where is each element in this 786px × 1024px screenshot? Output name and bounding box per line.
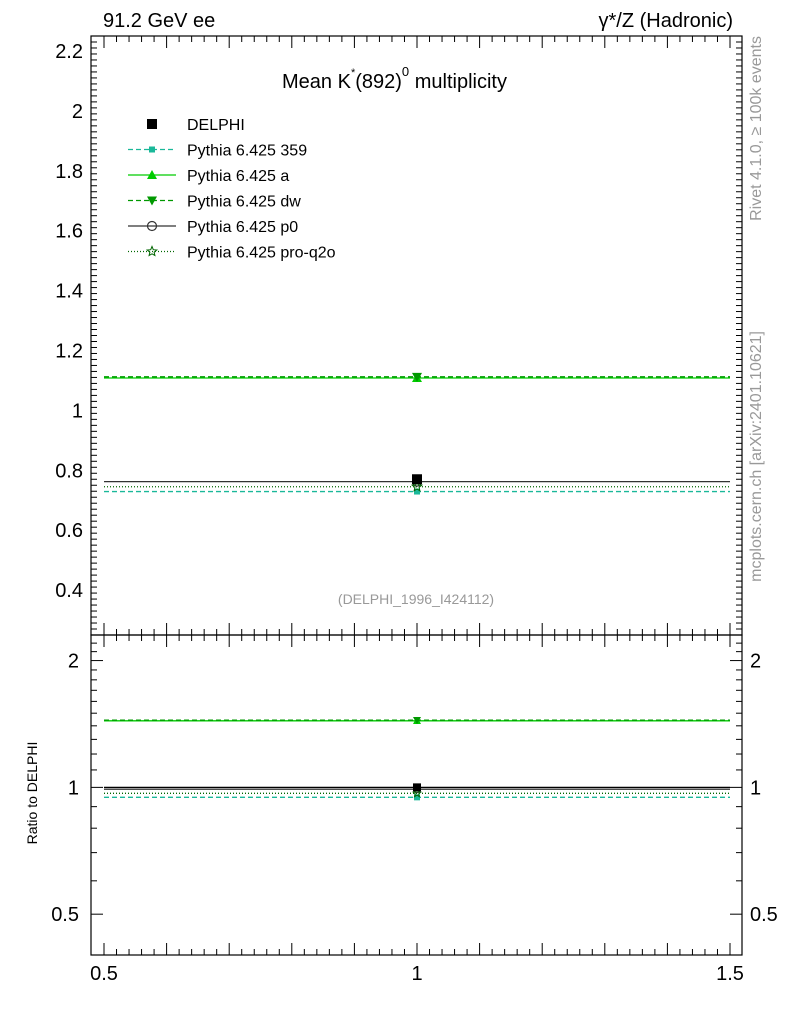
ratio-point-pythia-6-425-359	[414, 794, 420, 801]
ratio-tick-label-right: 1	[750, 777, 761, 799]
chart-title: Mean K*(892)0 multiplicity	[282, 64, 507, 93]
x-tick-label: 1.5	[716, 963, 744, 985]
y-tick-label: 0.6	[55, 520, 83, 542]
ratio-point-delphi	[413, 783, 421, 792]
data-point-pythia-6-425-dw	[412, 372, 422, 382]
legend-label-pythia-6-425-a: Pythia 6.425 a	[187, 168, 289, 185]
y-tick-label: 0.8	[55, 460, 83, 482]
ratio-point-pythia-6-425-dw	[413, 716, 421, 725]
series-group	[104, 372, 730, 495]
y-tick-label: 1.8	[55, 161, 83, 183]
data-point-pythia-6-425-359	[414, 488, 420, 495]
ratio-tick-label: 1	[68, 777, 79, 799]
y-tick-label: 1.4	[55, 281, 83, 303]
axes: 0.4 0.6 0.8 1 1.2 1.4 1.6 1.8 2 2.2 0.5 1 1.5 0.5 0.5 1…	[51, 35, 778, 985]
legend-marker-pythia-6-425-pro-q2o	[145, 245, 159, 257]
y-tick-label: 2	[72, 101, 83, 123]
legend-marker-pythia-6-425-dw	[147, 196, 157, 206]
ratio-tick-label: 0.5	[51, 904, 79, 926]
legend-marker-pythia-6-425-a	[147, 170, 157, 179]
mcplots-label: mcplots.cern.ch [arXiv:2401.10621]	[748, 331, 765, 582]
analysis-watermark: (DELPHI_1996_I424112)	[338, 591, 494, 607]
legend-label-pythia-6-425-pro-q2o: Pythia 6.425 pro-q2o	[187, 245, 336, 262]
header-left: 91.2 GeV ee	[103, 10, 215, 32]
ratio-tick-label-right: 0.5	[750, 904, 778, 926]
y-tick-label: 2.2	[55, 41, 83, 63]
ratio-point-pythia-6-425-pro-q2o	[411, 788, 423, 798]
data-point-delphi	[412, 474, 422, 485]
legend: DELPHI Pythia 6.425 359 Pythia 6.425 a Pyth…	[128, 117, 336, 262]
y-tick-label: 1	[72, 400, 83, 422]
y-tick-label: 1.6	[55, 221, 83, 243]
header-right: γ*/Z (Hadronic)	[599, 10, 733, 32]
x-tick-label: 0.5	[90, 963, 118, 985]
legend-marker-delphi	[147, 119, 157, 129]
ratio-tick-label: 2	[68, 651, 79, 673]
legend-label-delphi: DELPHI	[187, 117, 245, 134]
ratio-tick-label-right: 2	[750, 651, 761, 673]
legend-marker-pythia-6-425-359	[149, 146, 155, 153]
legend-marker-pythia-6-425-p0	[146, 220, 158, 232]
data-point-pythia-6-425-pro-q2o	[410, 480, 424, 492]
legend-label-pythia-6-425-359: Pythia 6.425 359	[187, 143, 307, 160]
legend-label-pythia-6-425-p0: Pythia 6.425 p0	[187, 219, 298, 236]
ratio-ylabel: Ratio to DELPHI	[24, 742, 40, 845]
ratio-series-group	[104, 716, 730, 801]
rivet-label: Rivet 4.1.0, ≥ 100k events	[748, 36, 765, 221]
y-tick-label: 0.4	[55, 580, 83, 602]
legend-label-pythia-6-425-dw: Pythia 6.425 dw	[187, 194, 301, 211]
y-tick-label: 1.2	[55, 340, 83, 362]
x-tick-label: 1	[411, 963, 422, 985]
